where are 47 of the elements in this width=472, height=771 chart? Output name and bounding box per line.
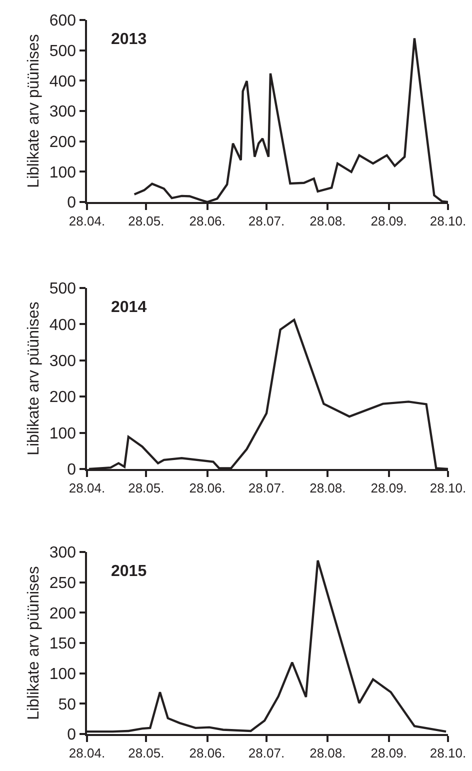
x-tick-label: 28.05. — [128, 745, 164, 760]
y-tick-label: 150 — [49, 636, 76, 653]
text: 2015 — [111, 563, 147, 580]
y-tick-label: 250 — [49, 574, 76, 592]
y-tick-label: 300 — [49, 353, 76, 370]
x-tick-label: 28.10. — [430, 480, 466, 496]
y-tick-label: 500 — [49, 42, 76, 60]
y-tick-label: 500 — [49, 280, 76, 298]
x-tick-label: 28.07. — [248, 213, 285, 228]
y-tick-label: 400 — [49, 73, 76, 90]
text: 2014 — [111, 299, 147, 316]
x-tick-label: 28.08. — [310, 480, 346, 496]
x-tick-label: 28.05. — [128, 480, 164, 496]
x-tick-label: 28.09. — [370, 480, 407, 496]
x-tick-label: 28.04. — [68, 745, 106, 760]
y-tick-label: 300 — [49, 544, 76, 562]
x-tick-label: 28.08. — [310, 745, 346, 760]
x-tick-label: 28.10. — [430, 213, 466, 228]
x-tick-label: 28.06. — [189, 480, 226, 496]
y-axis-title: Liblikate arv püünises — [26, 566, 43, 720]
y-tick-label: 100 — [49, 666, 76, 683]
x-tick-label: 28.05. — [128, 213, 164, 228]
y-tick-label: 100 — [49, 425, 76, 442]
y-tick-label: 200 — [49, 134, 76, 151]
x-tick-label: 28.06. — [189, 213, 226, 228]
x-tick-label: 28.06. — [189, 745, 226, 760]
y-tick-label: 0 — [67, 726, 76, 744]
y-tick-label: 200 — [49, 605, 76, 622]
x-tick-label: 28.08. — [310, 213, 346, 228]
x-tick-label: 28.10. — [430, 745, 466, 760]
y-axis-title: Liblikate arv püünises — [26, 34, 43, 188]
y-tick-label: 200 — [49, 389, 76, 406]
y-tick-label: 300 — [49, 104, 76, 121]
y-tick-label: 50 — [58, 696, 76, 714]
x-tick-label: 28.07. — [248, 745, 285, 760]
x-tick-label: 28.04. — [68, 480, 106, 496]
y-tick-label: 600 — [49, 12, 76, 30]
x-tick-label: 28.09. — [370, 213, 407, 228]
x-tick-label: 28.07. — [248, 480, 285, 496]
y-tick-label: 0 — [67, 462, 76, 479]
x-tick-label: 28.09. — [370, 745, 407, 760]
y-axis-title: Liblikate arv püünises — [26, 302, 43, 456]
x-tick-label: 28.04. — [68, 213, 106, 228]
y-tick-label: 400 — [49, 316, 76, 334]
y-tick-label: 100 — [49, 164, 76, 182]
y-tick-label: 0 — [67, 194, 76, 212]
text: 2013 — [111, 31, 147, 48]
